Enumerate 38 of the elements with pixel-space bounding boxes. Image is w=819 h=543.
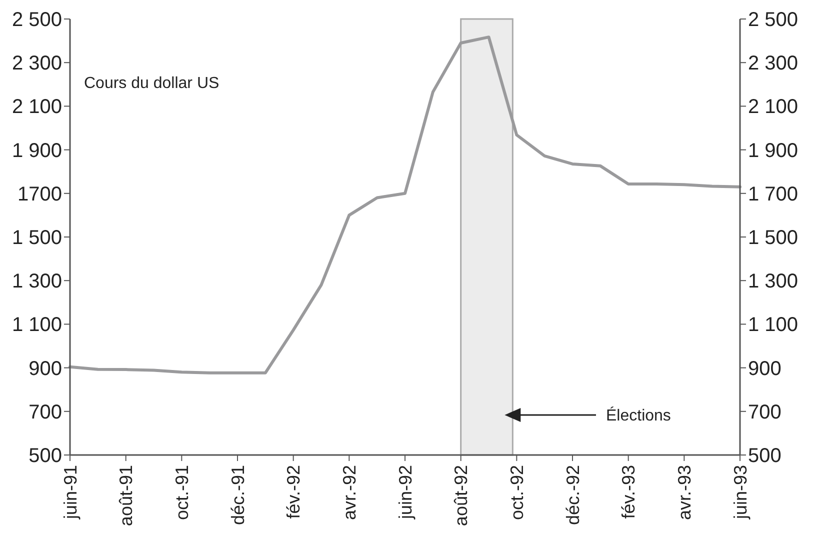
y2-tick-label: 1 100 [748, 314, 798, 336]
annotation: Élections [606, 406, 671, 425]
x-tick-label: juin-92 [395, 465, 416, 520]
y-tick-label: 2 300 [12, 52, 62, 75]
x-tick-label: déc.-91 [228, 465, 248, 526]
x-tick-label: avr.-93 [674, 465, 694, 520]
line-series [68, 36, 742, 374]
x-tick-label: déc.-92 [562, 465, 583, 526]
y2-tick-label: 2 100 [748, 96, 798, 118]
x-tick-label: avr.-92 [339, 465, 360, 520]
y2-tick-label: 2 300 [748, 52, 798, 75]
x-tick-label: juin-91 [60, 465, 80, 520]
y-tick-label: 1 500 [12, 227, 62, 249]
y-tick-label: 1700 [18, 183, 62, 206]
x-tick-label: fév.-92 [284, 465, 304, 519]
y2-tick-label: 2 500 [748, 9, 798, 31]
x-tick-label: juin-93 [730, 465, 750, 520]
y-tick-label: 700 [28, 401, 62, 424]
y-tick-label: 1 900 [12, 140, 62, 162]
y2-tick-label: 1 700 [748, 183, 798, 206]
y-tick-label: 2 100 [12, 96, 62, 118]
y2-tick-label: 1 900 [748, 140, 798, 162]
x-tick-label: fév.-93 [618, 465, 639, 519]
x-tick-label: oct.-91 [172, 465, 192, 520]
y-tick-label: 900 [28, 358, 62, 380]
text: Cours du dollar US [84, 75, 220, 92]
x-tick-label: août-92 [451, 465, 472, 526]
y-tick-label: 500 [28, 445, 62, 467]
y2-tick-label: 1 300 [748, 270, 798, 293]
x-tick-label: oct.-92 [506, 465, 527, 520]
y2-tick-label: 500 [748, 445, 782, 467]
x-tick-label: août-91 [116, 465, 136, 526]
y-tick-label: 1 100 [12, 314, 62, 336]
y2-tick-label: 700 [748, 401, 782, 424]
y-tick-label: 2 500 [12, 9, 62, 31]
y2-tick-label: 900 [748, 358, 782, 380]
y-tick-label: 1 300 [12, 270, 62, 293]
y2-tick-label: 1 500 [748, 227, 798, 249]
